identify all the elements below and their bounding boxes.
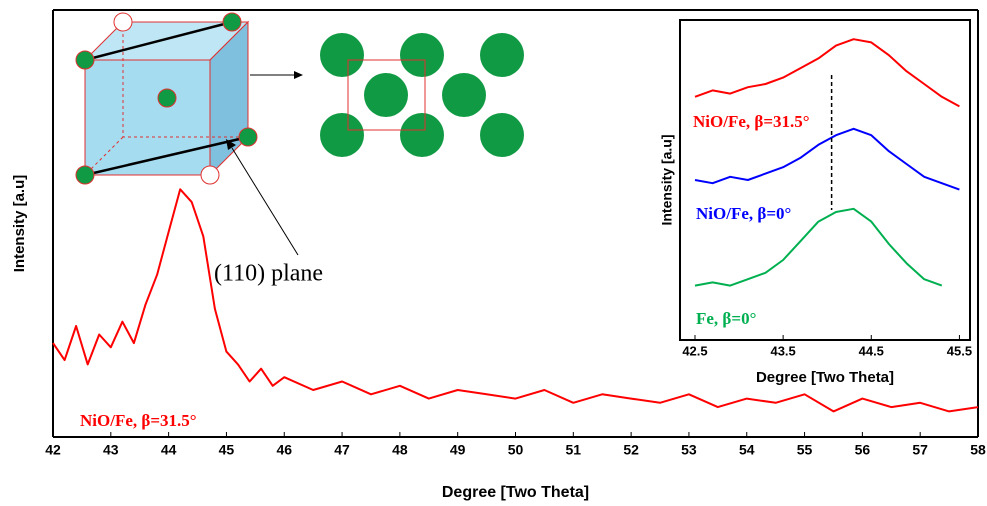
x-tick-label: 53 [681, 442, 697, 458]
series-label: NiO/Fe, β=31.5° [693, 112, 810, 131]
x-tick-label: 44.5 [859, 343, 884, 358]
series-label: NiO/Fe, β=0° [696, 204, 791, 223]
inset-background [679, 19, 971, 341]
x-tick-label: 55 [797, 442, 813, 458]
x-tick-label: 56 [855, 442, 871, 458]
x-tick-label: 57 [912, 442, 928, 458]
series-label: Fe, β=0° [696, 309, 756, 328]
x-tick-label: 43 [103, 442, 119, 458]
series-line [694, 38, 960, 108]
annotation: (110) plane [214, 261, 323, 287]
x-tick-label: 42.5 [682, 343, 707, 358]
series-line [694, 207, 943, 287]
x-tick-label: 48 [392, 442, 408, 458]
x-tick-label: 44 [161, 442, 177, 458]
y-axis-label: Intensity [a.u] [11, 175, 28, 273]
x-tick-label: 45.5 [947, 343, 972, 358]
x-tick-label: 43.5 [770, 343, 795, 358]
x-tick-label: 46 [276, 442, 292, 458]
x-tick-label: 42 [45, 442, 61, 458]
x-tick-label: 51 [566, 442, 582, 458]
crystal-diagram [75, 12, 524, 256]
y-axis-label: Intensity [a.u] [659, 134, 675, 225]
x-tick-label: 45 [219, 442, 235, 458]
x-tick-label: 54 [739, 442, 755, 458]
series-label: NiO/Fe, β=31.5° [80, 411, 197, 430]
series-line [52, 188, 979, 413]
x-tick-label: 52 [623, 442, 639, 458]
series-line [694, 127, 960, 191]
x-axis-label: Degree [Two Theta] [442, 484, 589, 501]
x-tick-label: 47 [334, 442, 350, 458]
x-tick-label: 50 [508, 442, 524, 458]
x-tick-label: 49 [450, 442, 466, 458]
x-tick-label: 58 [970, 442, 986, 458]
x-axis-label: Degree [Two Theta] [756, 369, 894, 386]
